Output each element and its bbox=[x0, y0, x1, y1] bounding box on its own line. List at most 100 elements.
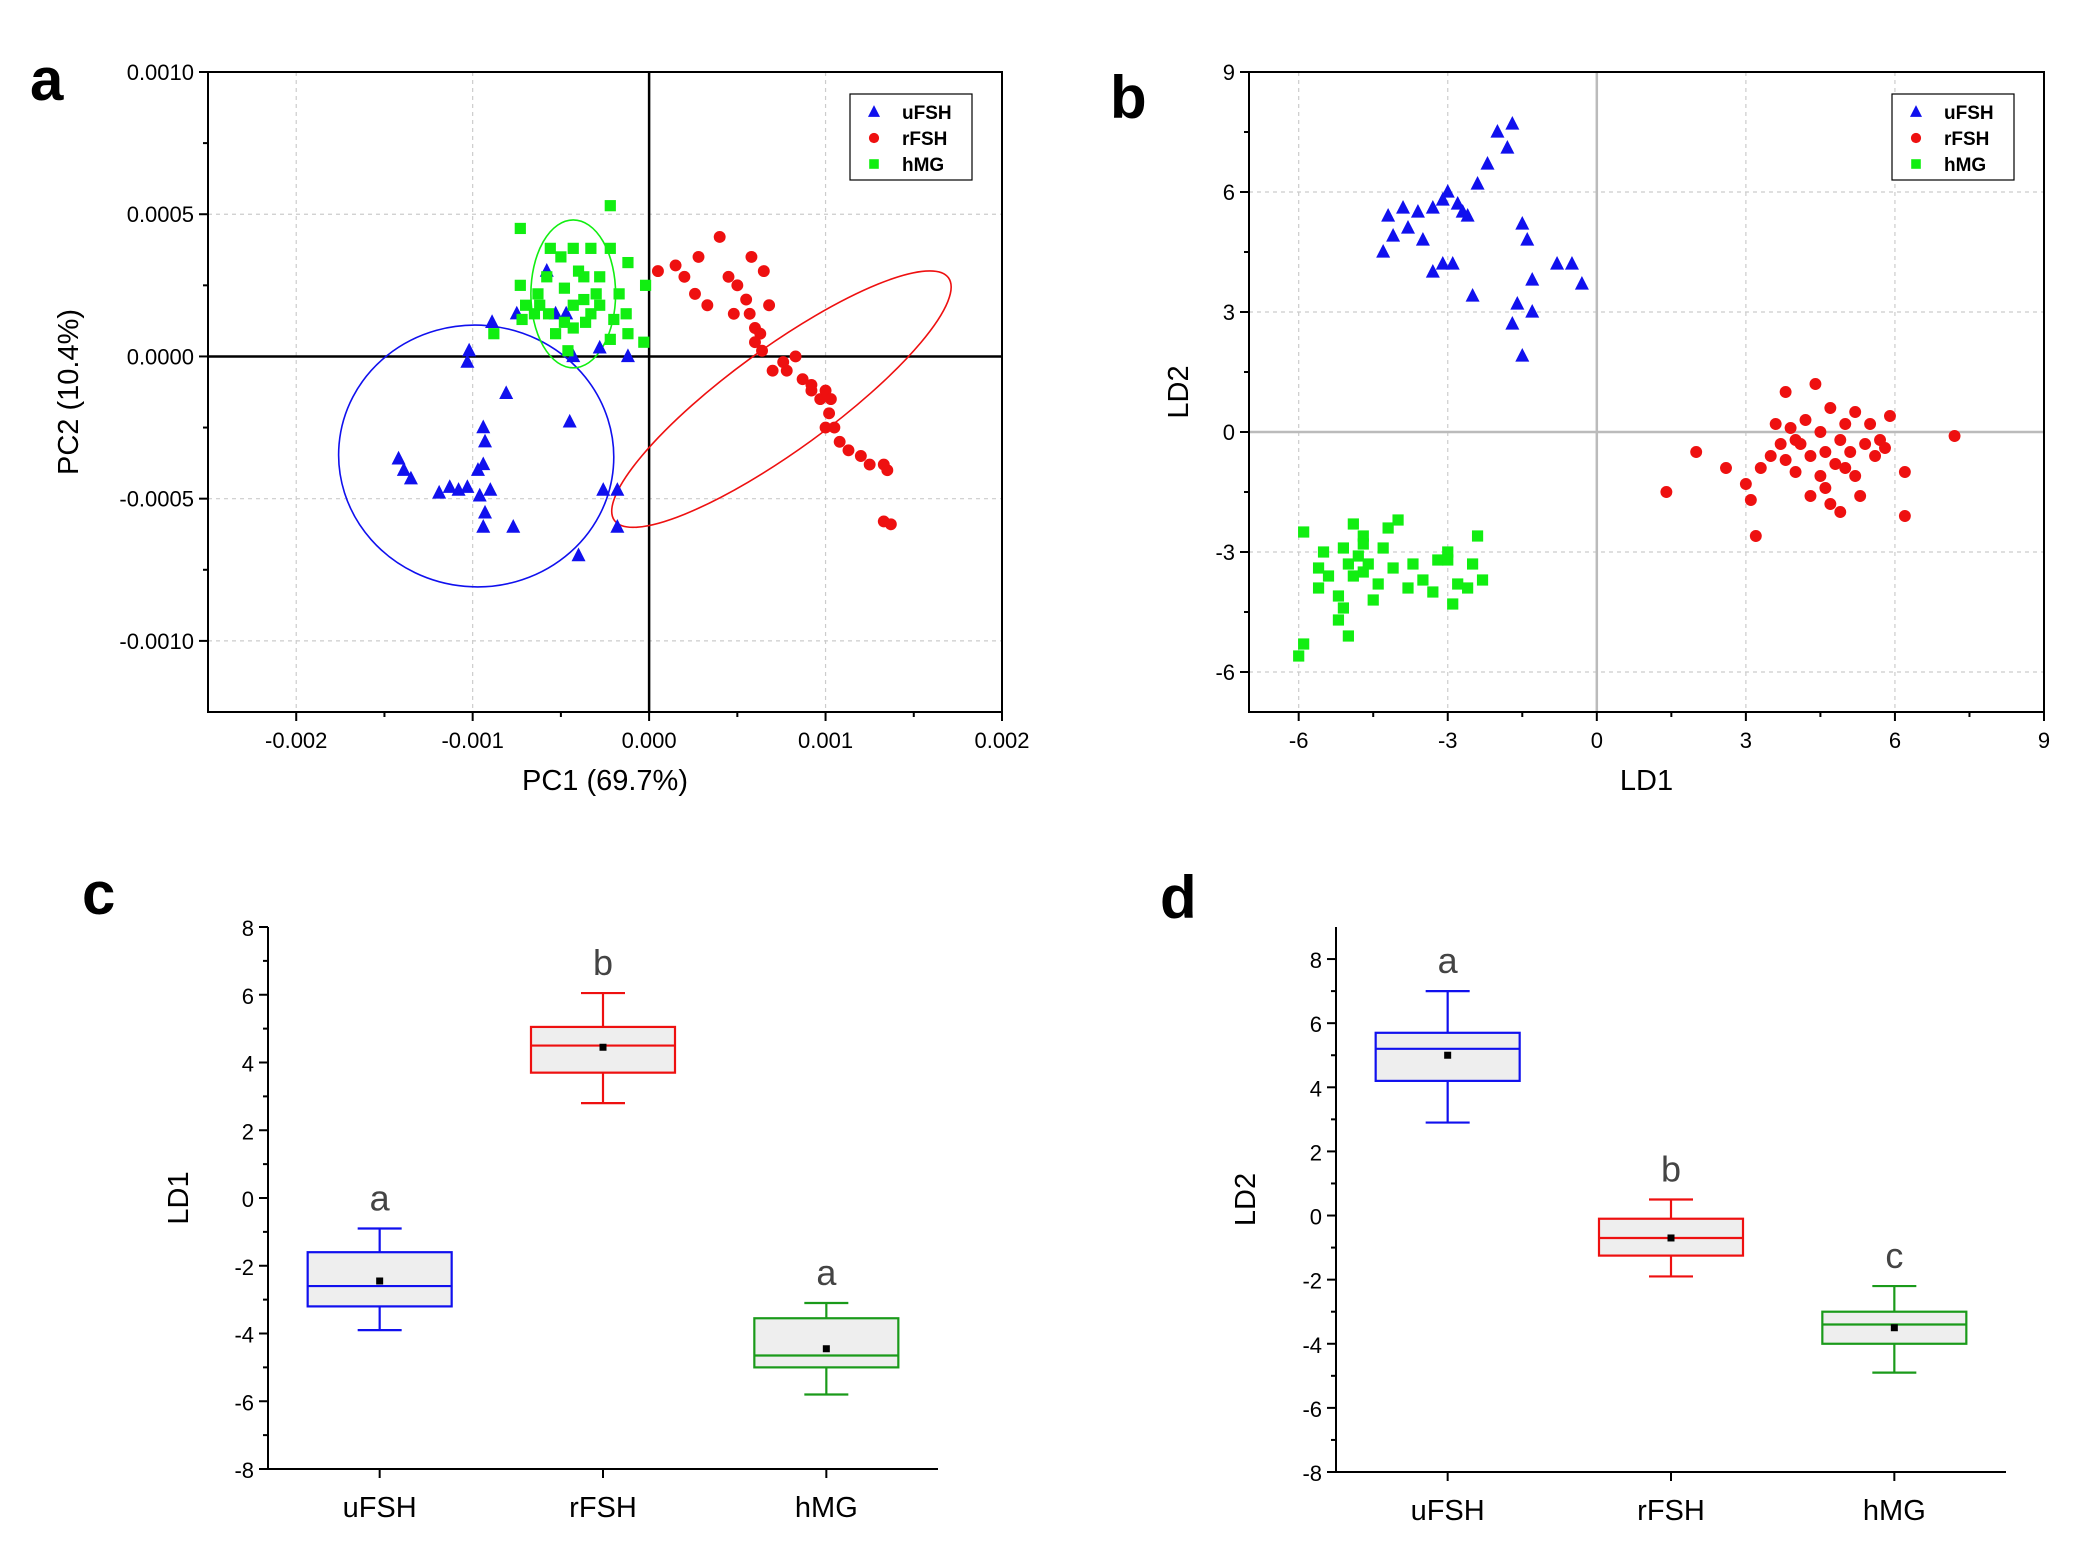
legend-label-uFSH: uFSH bbox=[1944, 103, 1994, 124]
legend: uFSH rFSH hMG bbox=[1891, 93, 2015, 181]
data-point-hMG bbox=[1293, 650, 1305, 662]
significance-letter: a bbox=[816, 1252, 837, 1293]
y-axis-title: LD1 bbox=[163, 1171, 195, 1224]
data-point-rFSH bbox=[692, 250, 705, 263]
data-point-hMG bbox=[1332, 590, 1345, 602]
y-tick-label: 0.0005 bbox=[127, 202, 194, 227]
data-point-hMG bbox=[594, 271, 606, 283]
category-label: rFSH bbox=[569, 1492, 637, 1524]
y-tick-label: 0 bbox=[1310, 1205, 1322, 1230]
data-point-hMG bbox=[555, 251, 567, 263]
data-point-rFSH bbox=[1844, 446, 1857, 458]
data-point-uFSH bbox=[1455, 203, 1470, 218]
confidence-ellipse-rFSH bbox=[610, 270, 952, 529]
data-point-hMG bbox=[1442, 546, 1454, 558]
data-point-hMG bbox=[541, 271, 553, 283]
data-point-hMG bbox=[488, 328, 500, 340]
data-point-rFSH bbox=[1720, 462, 1732, 474]
data-point-hMG bbox=[578, 293, 590, 306]
panel-a-pca-scatter: -0.002 -0.001 0.000 0.001 0.002 -0.0010 -0.000… bbox=[30, 46, 1030, 797]
data-point-uFSH bbox=[506, 519, 521, 533]
data-point-hMG bbox=[1417, 574, 1429, 586]
data-point-hMG bbox=[1372, 578, 1384, 590]
data-point-rFSH bbox=[1884, 410, 1896, 422]
data-point-uFSH bbox=[620, 348, 635, 363]
data-point-uFSH bbox=[1490, 123, 1505, 138]
data-point-hMG bbox=[1312, 562, 1325, 574]
x-tick-label: 0.000 bbox=[622, 728, 677, 753]
data-point-rFSH bbox=[1948, 430, 1961, 442]
data-point-rFSH bbox=[701, 299, 714, 312]
y-axis-title: LD2 bbox=[1163, 365, 1195, 418]
data-point-rFSH bbox=[1849, 470, 1862, 482]
data-point-uFSH bbox=[460, 479, 475, 493]
category-label: hMG bbox=[795, 1492, 858, 1524]
y-tick-label: 4 bbox=[242, 1052, 254, 1077]
data-point-rFSH bbox=[1804, 450, 1817, 462]
y-tick-label: 8 bbox=[1310, 948, 1322, 973]
data-point-rFSH bbox=[1854, 490, 1867, 502]
data-point-rFSH bbox=[1784, 422, 1797, 434]
data-point-hMG bbox=[567, 242, 579, 254]
data-point-hMG bbox=[579, 316, 592, 328]
data-point-hMG bbox=[534, 299, 546, 311]
y-tick-label: -0.0005 bbox=[119, 487, 194, 512]
data-point-hMG bbox=[1382, 522, 1394, 534]
data-point-hMG bbox=[1312, 582, 1325, 594]
data-point-uFSH bbox=[478, 504, 493, 519]
data-point-uFSH bbox=[476, 456, 491, 471]
data-point-rFSH bbox=[1839, 418, 1852, 430]
y-tick-label: -8 bbox=[234, 1458, 254, 1483]
y-tick-label: -6 bbox=[1215, 660, 1235, 685]
data-point-rFSH bbox=[763, 299, 776, 312]
data-point-hMG bbox=[1342, 558, 1354, 570]
significance-letter: c bbox=[1885, 1235, 1903, 1276]
data-point-hMG bbox=[1298, 526, 1310, 538]
data-point-rFSH bbox=[1814, 470, 1827, 482]
data-point-hMG bbox=[572, 265, 585, 277]
legend-label-rFSH: rFSH bbox=[902, 129, 947, 150]
x-tick-label: 9 bbox=[2038, 728, 2050, 753]
data-point-rFSH bbox=[1898, 510, 1911, 522]
data-point-rFSH bbox=[1849, 406, 1862, 418]
data-point-rFSH bbox=[766, 364, 779, 377]
data-point-rFSH bbox=[1744, 494, 1757, 506]
data-point-uFSH bbox=[391, 450, 406, 465]
data-point-rFSH bbox=[1819, 446, 1832, 458]
data-point-hMG bbox=[1357, 530, 1369, 542]
data-point-hMG bbox=[1347, 570, 1359, 582]
data-point-uFSH bbox=[1515, 347, 1530, 362]
x-tick-label: -6 bbox=[1289, 728, 1309, 753]
legend-marker-uFSH bbox=[1910, 105, 1922, 117]
data-point-uFSH bbox=[610, 519, 625, 533]
data-point-rFSH bbox=[819, 384, 832, 397]
x-tick-label: -3 bbox=[1438, 728, 1458, 753]
data-point-hMG bbox=[604, 200, 616, 212]
data-point-hMG bbox=[1347, 518, 1359, 530]
box-rFSH: b rFSH bbox=[1597, 1149, 1745, 1527]
data-point-hMG bbox=[1402, 582, 1414, 594]
data-point-uFSH bbox=[476, 419, 491, 434]
data-point-uFSH bbox=[1450, 195, 1465, 210]
data-point-rFSH bbox=[1799, 414, 1812, 426]
data-point-rFSH bbox=[689, 287, 701, 300]
data-point-uFSH bbox=[485, 314, 500, 328]
data-point-uFSH bbox=[1381, 207, 1396, 222]
data-point-uFSH bbox=[1520, 231, 1535, 246]
data-point-uFSH bbox=[442, 479, 457, 493]
legend-marker-uFSH bbox=[868, 105, 880, 117]
data-point-hMG bbox=[1427, 586, 1439, 598]
legend-label-rFSH: rFSH bbox=[1944, 129, 1989, 150]
data-point-uFSH bbox=[1480, 155, 1495, 170]
box-rFSH: b rFSH bbox=[529, 942, 677, 1524]
panel-letter: d bbox=[1160, 864, 1197, 931]
legend-marker-rFSH bbox=[868, 132, 880, 144]
significance-letter: b bbox=[593, 942, 613, 983]
data-point-rFSH bbox=[789, 350, 802, 363]
data-point-hMG bbox=[1432, 554, 1444, 566]
data-point-hMG bbox=[1407, 558, 1419, 570]
data-point-rFSH bbox=[749, 336, 761, 349]
plot-frame bbox=[207, 71, 1003, 713]
data-point-rFSH bbox=[1789, 434, 1802, 446]
y-tick-label: -2 bbox=[234, 1255, 254, 1280]
